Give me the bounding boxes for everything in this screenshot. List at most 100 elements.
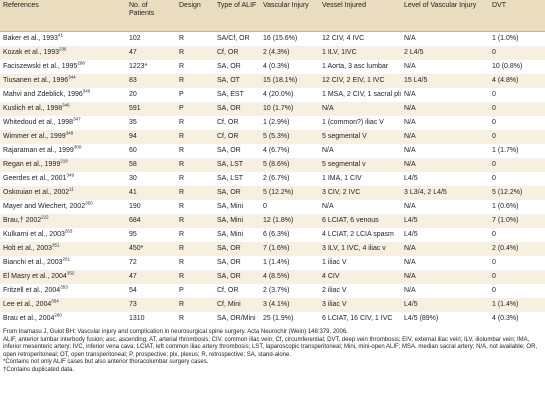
- table-cell: SA, OT: [214, 74, 260, 88]
- cell-text: R: [179, 35, 185, 42]
- table-cell: 0: [489, 130, 545, 144]
- table-cell: 2 (0.4%): [489, 242, 545, 256]
- cell-text: SA, OR: [217, 147, 241, 154]
- cell-text: 12 (1.8%): [263, 217, 294, 224]
- cell-text: P: [179, 91, 184, 98]
- cell-text: 7 (1.0%): [492, 217, 519, 224]
- cell-text: 94: [129, 133, 137, 140]
- table-cell: 0: [489, 270, 545, 284]
- table-cell: Whitedoud et al., 1998347: [0, 116, 126, 130]
- table-cell: Rajaraman et al., 1999300: [0, 144, 126, 158]
- table-cell: P: [176, 88, 214, 102]
- cell-text: N/A: [404, 119, 416, 126]
- table-cell: 10 (0.8%): [489, 60, 545, 74]
- reference-number: 350: [85, 200, 93, 206]
- cell-text: 0: [492, 133, 496, 140]
- cell-text: 3 (4.1%): [263, 301, 290, 308]
- table-cell: 6 LCIAT, 16 CIV, 1 IVC: [319, 312, 401, 326]
- table-cell: 20: [126, 88, 176, 102]
- table-cell: 30: [126, 172, 176, 186]
- footnotes: From Inamasu J, Guiot BH: Vascular injur…: [0, 326, 545, 375]
- table-cell: L4/5: [401, 214, 489, 228]
- cell-text: 4 (6.7%): [263, 147, 290, 154]
- table-cell: 16 (15.6%): [260, 32, 319, 47]
- table-cell: 4 (8.5%): [260, 270, 319, 284]
- table-cell: R: [176, 270, 214, 284]
- reference-number: 352: [66, 270, 75, 276]
- cell-text: 5 (12.2%): [263, 189, 294, 196]
- table-cell: Wimmer et al., 1999348: [0, 130, 126, 144]
- cell-text: 4 (4.8%): [492, 77, 519, 84]
- table-cell: 25 (1.9%): [260, 312, 319, 326]
- cell-text: 25 (1.9%): [263, 315, 294, 322]
- cell-text: R: [179, 119, 185, 126]
- cell-text: Cf, OR: [217, 49, 239, 56]
- cell-text: 1 (1.4%): [263, 259, 290, 266]
- cell-text: L4/5 (89%): [404, 315, 439, 322]
- table-row: Lee et al., 2004354 73 R Cf, Mini 3 (4.1%) 3 …: [0, 298, 545, 312]
- cell-text: 4 (20.0%): [263, 91, 294, 98]
- header-cell: No. of Patients: [126, 0, 176, 32]
- table-row: Brau et al., 2004260 1310 R SA, OR/Mini 25 (…: [0, 312, 545, 326]
- cell-text: Cf, Mini: [217, 301, 241, 308]
- table-cell: 6 (6.3%): [260, 228, 319, 242]
- table-row: Oskouian et al., 200211 41 R SA, OR 5 (12.2%…: [0, 186, 545, 200]
- cell-text: R: [179, 63, 185, 70]
- table-cell: SA, OR: [214, 242, 260, 256]
- table-cell: 1 MSA, 2 CIV, 1 sacral plx: [319, 88, 401, 102]
- cell-text: 6 LCIAT, 6 venous: [322, 217, 379, 224]
- table-cell: Regan et al., 1999218: [0, 158, 126, 172]
- table-cell: 4 (20.0%): [260, 88, 319, 102]
- cell-text: 1 (1.7%): [492, 147, 519, 154]
- cell-text: SA, LST: [217, 175, 244, 182]
- cell-text: 60: [129, 147, 137, 154]
- cell-text: SA, Mini: [217, 217, 244, 224]
- cell-text: R: [179, 301, 185, 308]
- cell-text: Whitedoud et al., 1998: [3, 119, 74, 126]
- table-cell: 47: [126, 270, 176, 284]
- cell-text: 30: [129, 175, 137, 182]
- footnote: ALIF, anterior lumbar interbody fusion; …: [3, 336, 538, 358]
- table-row: Baker et al., 199341 102 R SA/Cf, OR 16 (15.…: [0, 32, 545, 47]
- table-cell: 73: [126, 298, 176, 312]
- reference-number: 346: [62, 102, 70, 108]
- table-cell: 1 (2.9%): [260, 116, 319, 130]
- cell-text: Kuslich et al., 1998: [3, 105, 63, 112]
- table-cell: R: [176, 32, 214, 47]
- cell-text: 10 (0.8%): [492, 63, 523, 70]
- cell-text: 5 (12.2%): [492, 189, 523, 196]
- cell-text: R: [179, 273, 185, 280]
- cell-text: 1310: [129, 315, 145, 322]
- cell-text: 1 (2.9%): [263, 119, 290, 126]
- table-row: Mayer and Wiechert, 2002350 190 R SA, Mini 0…: [0, 200, 545, 214]
- cell-text: Tiusanen et al., 1996: [3, 77, 69, 84]
- header-cell: Type of ALIF: [214, 0, 260, 32]
- cell-text: N/A: [404, 245, 416, 252]
- table-cell: 3 (4.1%): [260, 298, 319, 312]
- table-cell: 1 (0.6%): [489, 200, 545, 214]
- cell-text: Mahvi and Zdeblick, 1996: [3, 91, 83, 98]
- cell-text: Regan et al., 1999: [3, 161, 61, 168]
- table-cell: Kulkarni et al., 2003263: [0, 228, 126, 242]
- cell-text: L4/5: [404, 217, 418, 224]
- cell-text: 16 (15.6%): [263, 35, 298, 42]
- table-cell: 83: [126, 74, 176, 88]
- table-row: Whitedoud et al., 1998347 35 R Cf, OR 1 (2.9…: [0, 116, 545, 130]
- table-cell: 5 (5.3%): [260, 130, 319, 144]
- cell-text: R: [179, 189, 185, 196]
- cell-text: Geerdes et al., 2001: [3, 175, 67, 182]
- table-cell: 190: [126, 200, 176, 214]
- reference-number: 260: [54, 312, 62, 318]
- table-cell: 591: [126, 102, 176, 116]
- cell-text: Fritzell et al., 2004: [3, 287, 61, 294]
- reference-number: 261: [62, 256, 71, 262]
- table-cell: 54: [126, 284, 176, 298]
- cell-text: 47: [129, 49, 137, 56]
- table-cell: N/A: [401, 102, 489, 116]
- cell-text: 6 (6.3%): [263, 231, 290, 238]
- table-cell: N/A: [401, 144, 489, 158]
- table-cell: 94: [126, 130, 176, 144]
- cell-text: 0: [492, 175, 496, 182]
- cell-text: 2 (3.7%): [263, 287, 290, 294]
- header-cell: References: [0, 0, 126, 32]
